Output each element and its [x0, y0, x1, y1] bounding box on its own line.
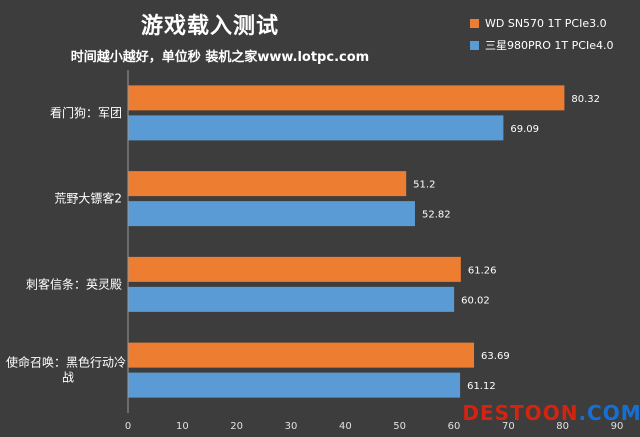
- x-tick-label: 90: [611, 421, 624, 432]
- bar: [128, 85, 565, 111]
- watermark-logo: DESTOON .COM: [462, 398, 640, 428]
- legend-swatch-series-1: [470, 18, 479, 28]
- watermark-text: DESTOON: [462, 401, 579, 425]
- x-tick-label: 0: [125, 421, 131, 432]
- category-label: 荒野大镖客2: [54, 191, 122, 206]
- category-label: 刺客信条：英灵殿: [26, 276, 122, 291]
- x-tick-label: 70: [502, 421, 515, 432]
- category-label: 使命召唤：黑色行动冷战: [6, 355, 126, 385]
- chart-title: 游戏载入测试: [140, 14, 279, 39]
- x-tick-label: 30: [285, 421, 298, 432]
- bar: [128, 372, 461, 398]
- x-tick-label: 80: [556, 421, 569, 432]
- x-tick-label: 50: [393, 421, 406, 432]
- bar: [128, 256, 461, 282]
- legend-item-series-2: 三星980PRO 1T PCIe4.0: [470, 34, 613, 56]
- x-tick-label: 10: [176, 421, 189, 432]
- legend-item-series-1: WD SN570 1T PCIe3.0: [470, 12, 613, 34]
- data-label: 63.69: [481, 351, 510, 362]
- chart-legend: WD SN570 1T PCIe3.0 三星980PRO 1T PCIe4.0: [470, 12, 613, 56]
- legend-swatch-series-2: [470, 40, 479, 50]
- x-tick-label: 60: [448, 421, 461, 432]
- bar: [128, 115, 504, 141]
- data-label: 61.12: [467, 381, 496, 392]
- bar: [128, 286, 455, 312]
- legend-label-series-2: 三星980PRO 1T PCIe4.0: [485, 39, 614, 52]
- data-label: 69.09: [510, 124, 539, 135]
- bar: [128, 342, 475, 368]
- x-tick-label: 20: [230, 421, 243, 432]
- category-label: 看门狗：军团: [50, 105, 122, 120]
- data-label: 60.02: [461, 295, 490, 306]
- x-tick-label: 40: [339, 421, 352, 432]
- watermark-suffix: .COM: [578, 401, 640, 425]
- data-label: 52.82: [422, 210, 451, 221]
- data-label: 80.32: [571, 94, 600, 105]
- data-label: 61.26: [468, 265, 497, 276]
- legend-label-series-1: WD SN570 1T PCIe3.0: [485, 16, 607, 30]
- chart-subtitle: 时间越小越好，单位秒 装机之家www.lotpc.com: [70, 50, 370, 65]
- bar: [128, 171, 407, 197]
- data-label: 51.2: [413, 180, 435, 191]
- bar: [128, 201, 415, 227]
